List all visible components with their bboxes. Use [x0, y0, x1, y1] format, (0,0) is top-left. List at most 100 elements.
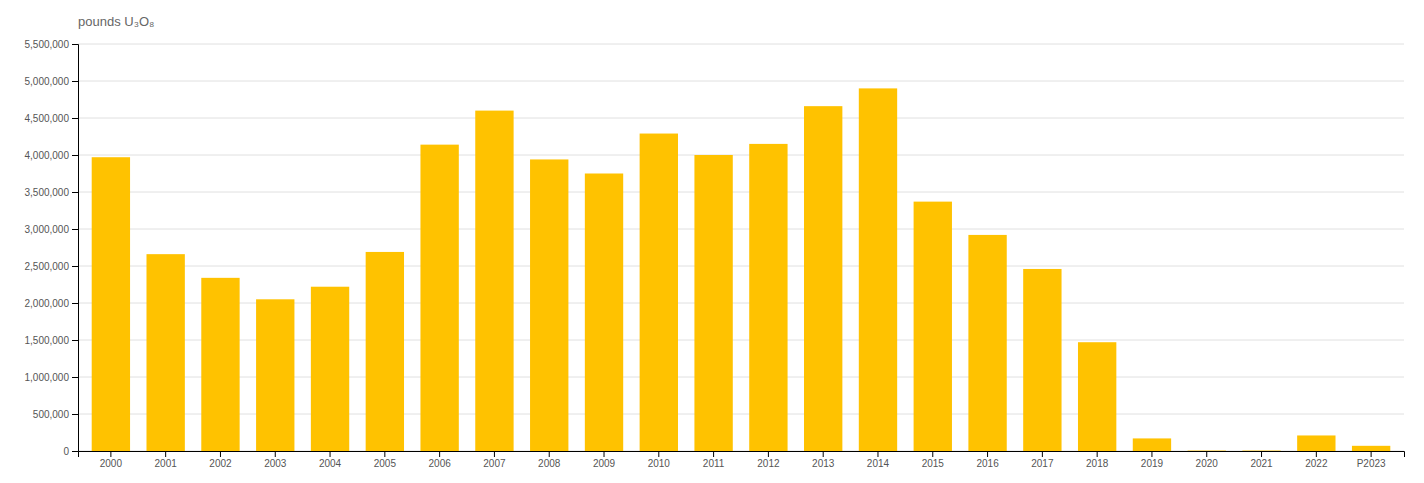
- grid-line: [78, 44, 1404, 45]
- bar: [804, 106, 842, 451]
- bar: [475, 111, 513, 451]
- bar: [1023, 269, 1061, 451]
- x-tick-label: 2003: [264, 458, 287, 469]
- bar: [92, 157, 130, 451]
- y-tick-label: 2,500,000: [25, 261, 70, 272]
- x-tick-label: 2021: [1250, 458, 1273, 469]
- x-tick-label: 2001: [155, 458, 178, 469]
- y-tick-label: 5,000,000: [25, 76, 70, 87]
- x-tick-mark: [1097, 451, 1098, 457]
- x-tick: 2015: [922, 451, 945, 469]
- x-tick-mark: [1151, 451, 1152, 457]
- x-tick: 2019: [1141, 451, 1164, 469]
- y-tick-mark: [72, 44, 78, 45]
- x-tick-mark: [330, 451, 331, 457]
- x-tick: 2008: [538, 451, 561, 469]
- bar: [694, 155, 732, 451]
- y-tick-mark: [72, 340, 78, 341]
- grid-line: [78, 192, 1404, 193]
- x-tick: 2014: [867, 451, 890, 469]
- y-tick-mark: [72, 155, 78, 156]
- x-tick: 2017: [1031, 451, 1054, 469]
- y-tick: 1,000,000: [25, 372, 79, 383]
- x-tick: 2022: [1305, 451, 1328, 469]
- x-tick: 2007: [483, 451, 506, 469]
- x-tick: 2020: [1196, 451, 1219, 469]
- x-tick-label: 2018: [1086, 458, 1109, 469]
- y-tick: 500,000: [33, 409, 78, 420]
- grid-line: [78, 229, 1404, 230]
- x-tick: 2003: [264, 451, 287, 469]
- x-tick-mark: [932, 451, 933, 457]
- y-tick-mark: [72, 377, 78, 378]
- x-tick-label: 2004: [319, 458, 342, 469]
- x-tick-label: 2022: [1305, 458, 1328, 469]
- bar: [1297, 435, 1335, 451]
- x-tick-mark: [220, 451, 221, 457]
- x-axis-line: [79, 452, 1405, 458]
- y-tick: 3,500,000: [25, 187, 79, 198]
- y-tick: 2,500,000: [25, 261, 79, 272]
- bar: [146, 254, 184, 451]
- bar: [1352, 446, 1390, 451]
- grid-line: [78, 118, 1404, 119]
- y-tick-mark: [72, 192, 78, 193]
- x-tick: P2023: [1357, 451, 1386, 469]
- chart: 0500,0001,000,0001,500,0002,000,0002,500…: [0, 0, 1424, 483]
- bar: [256, 299, 294, 451]
- y-tick-label: 500,000: [33, 409, 70, 420]
- x-tick-mark: [275, 451, 276, 457]
- y-tick: 4,500,000: [25, 113, 79, 124]
- x-tick: 2004: [319, 451, 342, 469]
- x-tick-mark: [549, 451, 550, 457]
- y-tick-label: 0: [63, 446, 69, 457]
- y-tick: 5,000,000: [25, 76, 79, 87]
- x-tick-label: 2010: [648, 458, 671, 469]
- bar: [1133, 438, 1171, 451]
- x-tick-label: P2023: [1357, 458, 1386, 469]
- x-tick-mark: [165, 451, 166, 457]
- y-axis-line: [72, 45, 79, 452]
- bar: [420, 145, 458, 451]
- bar: [968, 235, 1006, 451]
- x-tick-label: 2019: [1141, 458, 1164, 469]
- y-tick-label: 3,000,000: [25, 224, 70, 235]
- x-tick-mark: [604, 451, 605, 457]
- bar: [859, 88, 897, 451]
- x-tick: 2013: [812, 451, 835, 469]
- x-tick: 2011: [703, 451, 725, 469]
- x-tick-label: 2015: [922, 458, 945, 469]
- x-tick-label: 2002: [209, 458, 232, 469]
- plot: 0500,0001,000,0001,500,0002,000,0002,500…: [25, 39, 1405, 469]
- x-tick: 2001: [155, 451, 178, 469]
- y-tick: 5,500,000: [25, 39, 79, 50]
- x-tick-mark: [713, 451, 714, 457]
- y-tick-label: 2,000,000: [25, 298, 70, 309]
- x-tick-mark: [1316, 451, 1317, 457]
- bar: [311, 287, 349, 451]
- bar: [749, 144, 787, 451]
- bar: [640, 134, 678, 451]
- x-tick: 2018: [1086, 451, 1109, 469]
- bar: [1188, 450, 1226, 451]
- grid-line: [78, 266, 1404, 267]
- x-tick-label: 2014: [867, 458, 890, 469]
- x-tick-mark: [1206, 451, 1207, 457]
- y-tick-label: 3,500,000: [25, 187, 70, 198]
- x-tick: 2010: [648, 451, 671, 469]
- x-tick: 2000: [100, 451, 123, 469]
- x-tick-label: 2017: [1031, 458, 1054, 469]
- x-tick-label: 2007: [483, 458, 506, 469]
- y-axis-title: pounds U₃O₈: [78, 14, 154, 29]
- bars: [92, 88, 1391, 451]
- x-tick-mark: [877, 451, 878, 457]
- x-tick-label: 2009: [593, 458, 616, 469]
- x-tick-mark: [494, 451, 495, 457]
- x-tick: 2021: [1250, 451, 1273, 469]
- x-tick: 2002: [209, 451, 232, 469]
- y-axis: 0500,0001,000,0001,500,0002,000,0002,500…: [25, 39, 79, 457]
- x-tick-mark: [768, 451, 769, 457]
- x-tick: 2012: [757, 451, 780, 469]
- grid: [78, 44, 1404, 451]
- y-tick-mark: [72, 303, 78, 304]
